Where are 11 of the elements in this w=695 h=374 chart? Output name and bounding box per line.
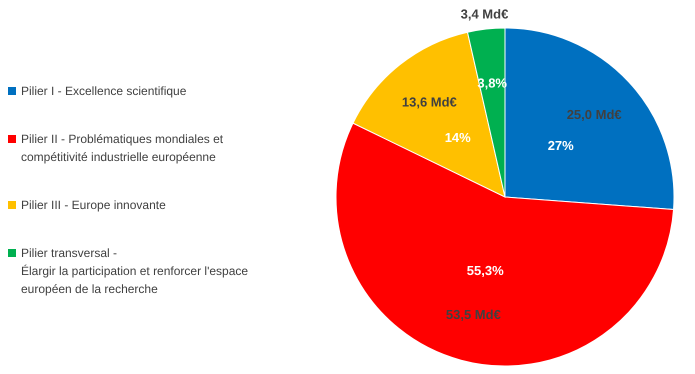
- data-label: 3,4 Md€: [460, 6, 508, 22]
- data-label: 13,6 Md€: [402, 94, 457, 110]
- legend-label: Pilier transversal - Élargir la participation et renforcer l'espace européen de la recherche: [21, 245, 248, 298]
- data-label: 53,5 Md€: [446, 307, 501, 322]
- legend-label: Pilier III - Europe innovante: [21, 197, 166, 214]
- text: 14%: [444, 130, 472, 145]
- data-label: 25,0 Md€: [566, 106, 622, 122]
- text: 55,3%: [466, 262, 504, 278]
- text: 27%: [548, 138, 574, 153]
- legend-label: Pilier II - Problématiques mondiales et compétitivité industrielle européenne: [21, 131, 224, 166]
- legend-label: Pilier I - Excellence scientifique: [21, 83, 186, 100]
